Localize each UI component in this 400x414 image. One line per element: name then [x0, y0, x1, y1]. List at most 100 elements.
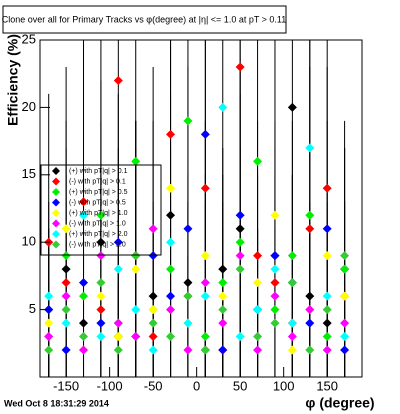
marker: [131, 251, 141, 261]
marker: [148, 332, 158, 342]
marker: [287, 318, 297, 328]
y-tick-label: 15: [22, 166, 36, 181]
marker: [322, 318, 332, 328]
marker: [44, 318, 54, 328]
marker: [200, 291, 210, 301]
marker: [305, 291, 315, 301]
marker: [200, 183, 210, 193]
legend-marker: [52, 167, 60, 175]
marker: [183, 278, 193, 288]
marker: [61, 305, 71, 315]
marker: [113, 345, 123, 355]
marker: [61, 318, 71, 328]
marker: [287, 102, 297, 112]
legend-marker: [52, 188, 60, 196]
marker: [322, 183, 332, 193]
marker: [218, 291, 228, 301]
y-tick-label: 25: [22, 31, 36, 46]
marker: [148, 224, 158, 234]
marker: [166, 183, 176, 193]
marker: [322, 251, 332, 261]
marker: [305, 224, 315, 234]
marker: [200, 332, 210, 342]
marker: [183, 291, 193, 301]
title-box: [2, 5, 287, 34]
marker: [96, 332, 106, 342]
x-tick-label: -100: [97, 378, 123, 393]
footer: Wed Oct 8 18:31:29 2014: [4, 398, 109, 408]
marker: [79, 210, 89, 220]
y-tick-label: 20: [22, 99, 36, 114]
marker: [235, 251, 245, 261]
marker: [79, 197, 89, 207]
marker: [218, 305, 228, 315]
marker: [253, 305, 263, 315]
x-tick-label: 150: [316, 378, 338, 393]
marker: [305, 318, 315, 328]
marker: [305, 210, 315, 220]
marker: [305, 345, 315, 355]
y-tick-label: 10: [22, 234, 36, 249]
marker: [322, 345, 332, 355]
marker: [270, 305, 280, 315]
marker: [44, 332, 54, 342]
marker: [166, 210, 176, 220]
legend-label: (+) with pT|q| > 2.0: [69, 231, 128, 238]
marker: [183, 345, 193, 355]
x-tick-label: 100: [273, 378, 295, 393]
marker: [287, 332, 297, 342]
marker: [183, 318, 193, 328]
y-axis-label: Efficiency (%): [5, 34, 21, 126]
marker: [270, 210, 280, 220]
legend-label: (-) with pT|q| > 2.0: [69, 241, 126, 248]
legend-label: (-) with pT|q| > 1.0: [69, 220, 126, 227]
legend-marker: [52, 198, 60, 207]
x-tick-label: 50: [233, 378, 247, 393]
marker: [44, 291, 54, 301]
marker: [113, 332, 123, 342]
marker: [200, 251, 210, 261]
plot-area: [44, 40, 350, 377]
marker: [148, 305, 158, 315]
marker: [61, 345, 71, 355]
marker: [166, 305, 176, 315]
y-tick-label: 5: [29, 301, 36, 316]
legend-marker: [52, 230, 60, 238]
marker: [148, 318, 158, 328]
marker: [113, 264, 123, 274]
marker: [166, 332, 176, 342]
legend-label: (+) with pT|q| > 0.1: [69, 168, 128, 175]
x-tick-label: -50: [144, 378, 163, 393]
marker: [253, 345, 263, 355]
marker: [61, 264, 71, 274]
marker: [218, 102, 228, 112]
marker: [96, 318, 106, 328]
marker: [148, 345, 158, 355]
marker: [340, 291, 350, 301]
marker: [96, 237, 106, 247]
legend-marker: [52, 219, 60, 228]
legend-label: (-) with pT|q| > 0.1: [69, 178, 126, 185]
axes: -150 -100 -50 0 50 100 150 5 10 15 20 25: [22, 31, 339, 393]
marker: [113, 75, 123, 85]
marker: [166, 237, 176, 247]
marker: [79, 291, 89, 301]
marker: [218, 318, 228, 328]
marker: [322, 224, 332, 234]
marker: [148, 251, 158, 261]
x-tick-label: 0: [193, 378, 200, 393]
marker: [270, 278, 280, 288]
marker: [218, 278, 228, 288]
marker: [253, 251, 263, 261]
marker: [166, 129, 176, 139]
marker: [131, 264, 141, 274]
marker: [131, 332, 141, 342]
marker: [235, 62, 245, 72]
marker: [235, 210, 245, 220]
legend-label: (+) with pT|q| > 0.5: [69, 189, 128, 196]
x-tick-label: -150: [53, 378, 79, 393]
marker: [200, 278, 210, 288]
marker: [61, 224, 71, 234]
